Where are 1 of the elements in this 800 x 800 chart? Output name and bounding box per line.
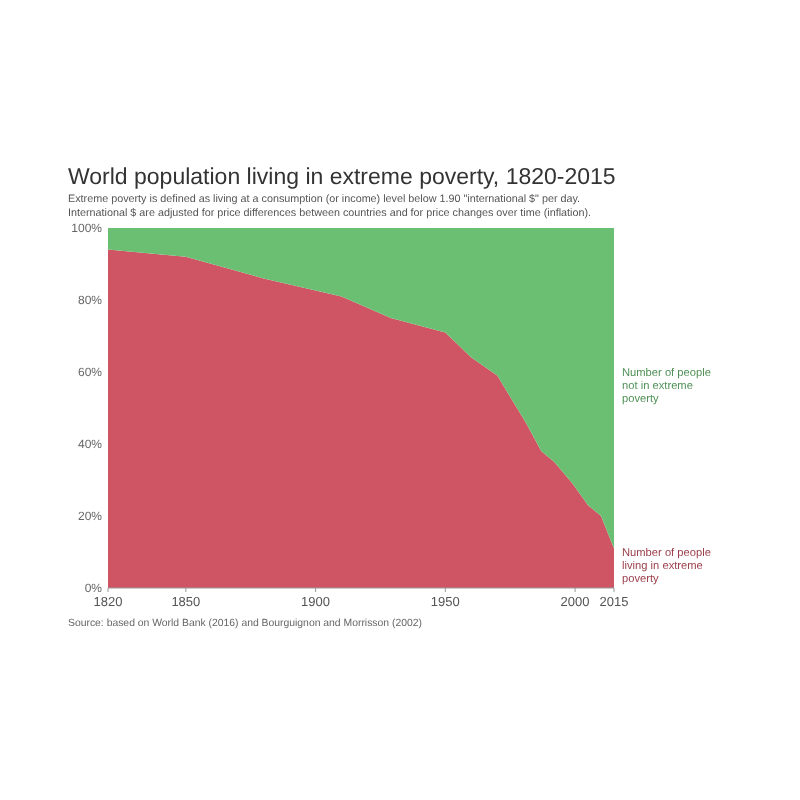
chart-title: World population living in extreme poverty, 1820-2015	[68, 166, 616, 190]
